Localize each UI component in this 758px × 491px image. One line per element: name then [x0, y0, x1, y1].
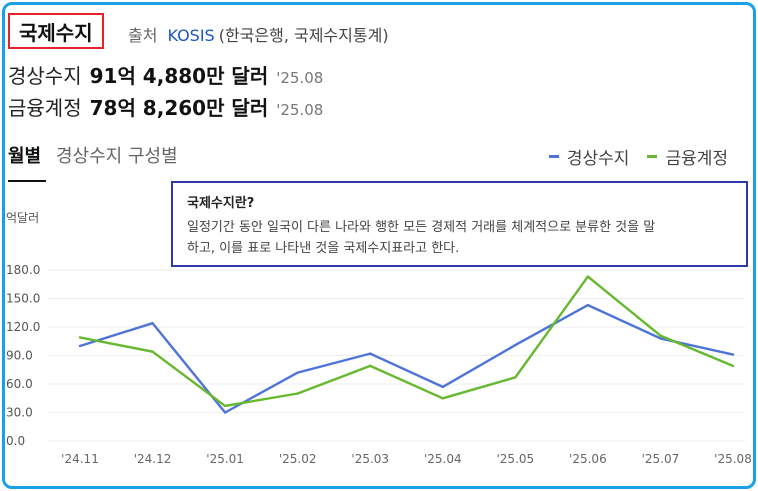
x-tick-label: '25.02 — [279, 452, 317, 466]
data-point — [78, 344, 82, 348]
tab-bar: 월별 경상수지 구성별 — [8, 142, 178, 182]
y-tick-label: 180.0 — [6, 263, 40, 277]
data-point — [441, 397, 444, 400]
legend-label: 금융계정 — [665, 149, 728, 169]
tooltip-title: 국제수지란? — [187, 196, 255, 211]
data-point — [296, 371, 299, 374]
y-tick-label: 150.0 — [6, 292, 40, 306]
stat-label: 경상수지 — [8, 64, 82, 88]
stat-value: 78억 8,260만 달러 — [89, 96, 269, 120]
stat-date: '25.08 — [276, 69, 324, 87]
data-point — [514, 376, 517, 379]
data-point — [369, 352, 372, 355]
y-tick-label: 120.0 — [6, 320, 40, 334]
x-tick-label: '25.03 — [351, 452, 389, 466]
data-point — [223, 404, 227, 408]
widget-title: 국제수지 — [8, 13, 104, 49]
stat-date: '25.08 — [276, 101, 324, 119]
data-point — [296, 392, 299, 395]
x-tick-label: '24.12 — [134, 452, 172, 466]
tooltip-body: 일정기간 동안 일국이 다른 나라와 행한 모든 경제적 거래를 체계적으로 분… — [187, 217, 732, 259]
stat-label: 금융계정 — [8, 96, 82, 120]
legend-item-current-account[interactable]: 경상수지 — [548, 144, 630, 169]
y-tick-label: 30.0 — [6, 406, 33, 420]
x-tick-label: '25.05 — [497, 452, 535, 466]
legend-item-financial-account[interactable]: 금융계정 — [647, 144, 728, 169]
legend-swatch — [647, 155, 658, 158]
chart-legend: 경상수지 금융계정 — [548, 144, 728, 169]
x-tick-label: '24.11 — [61, 452, 99, 466]
data-point — [659, 334, 662, 337]
data-point — [731, 353, 735, 356]
stat-current-account: 경상수지 91억 4,880만 달러 '25.08 — [8, 60, 323, 89]
data-point — [659, 337, 662, 340]
data-point — [514, 343, 517, 347]
data-point — [369, 364, 372, 368]
legend-swatch — [548, 155, 559, 158]
data-point — [441, 385, 444, 389]
x-tick-label: '25.01 — [206, 452, 244, 466]
source-link[interactable]: KOSIS — [167, 26, 215, 45]
source-label: 출처 — [128, 26, 158, 45]
series-line — [79, 303, 734, 414]
data-point — [223, 411, 227, 414]
stat-financial-account: 금융계정 78억 8,260만 달러 '25.08 — [8, 92, 323, 121]
tooltip-line: 일정기간 동안 일국이 다른 나라와 행한 모든 경제적 거래를 체계적으로 분… — [187, 220, 656, 235]
data-point — [151, 350, 154, 353]
x-tick-label: '25.07 — [642, 452, 680, 466]
x-tick-label: '25.06 — [569, 452, 607, 466]
x-tick-label: '25.04 — [424, 452, 462, 466]
data-point — [78, 336, 82, 339]
series-line — [79, 275, 734, 408]
data-point — [151, 322, 154, 325]
source-description: (한국은행, 국제수지통계) — [218, 26, 389, 45]
y-axis-unit: 억달러 — [6, 211, 40, 225]
y-tick-label: 60.0 — [6, 377, 33, 391]
tab-current-account-composition[interactable]: 경상수지 구성별 — [56, 146, 178, 167]
info-tooltip: 국제수지란? 일정기간 동안 일국이 다른 나라와 행한 모든 경제적 거래를 … — [171, 181, 748, 267]
tab-monthly[interactable]: 월별 — [8, 142, 46, 182]
data-point — [586, 275, 590, 278]
legend-label: 경상수지 — [566, 149, 630, 169]
stat-value: 91억 4,880만 달러 — [89, 64, 269, 88]
y-tick-label: 0.0 — [6, 434, 25, 448]
data-point — [586, 303, 590, 307]
source-info: 출처 KOSIS (한국은행, 국제수지통계) — [128, 22, 389, 46]
y-tick-label: 90.0 — [6, 349, 33, 363]
tooltip-line: 하고, 이를 표로 나타낸 것을 국제수지표라고 한다. — [187, 241, 460, 256]
x-tick-label: '25.08 — [714, 452, 752, 466]
data-point — [731, 364, 735, 368]
